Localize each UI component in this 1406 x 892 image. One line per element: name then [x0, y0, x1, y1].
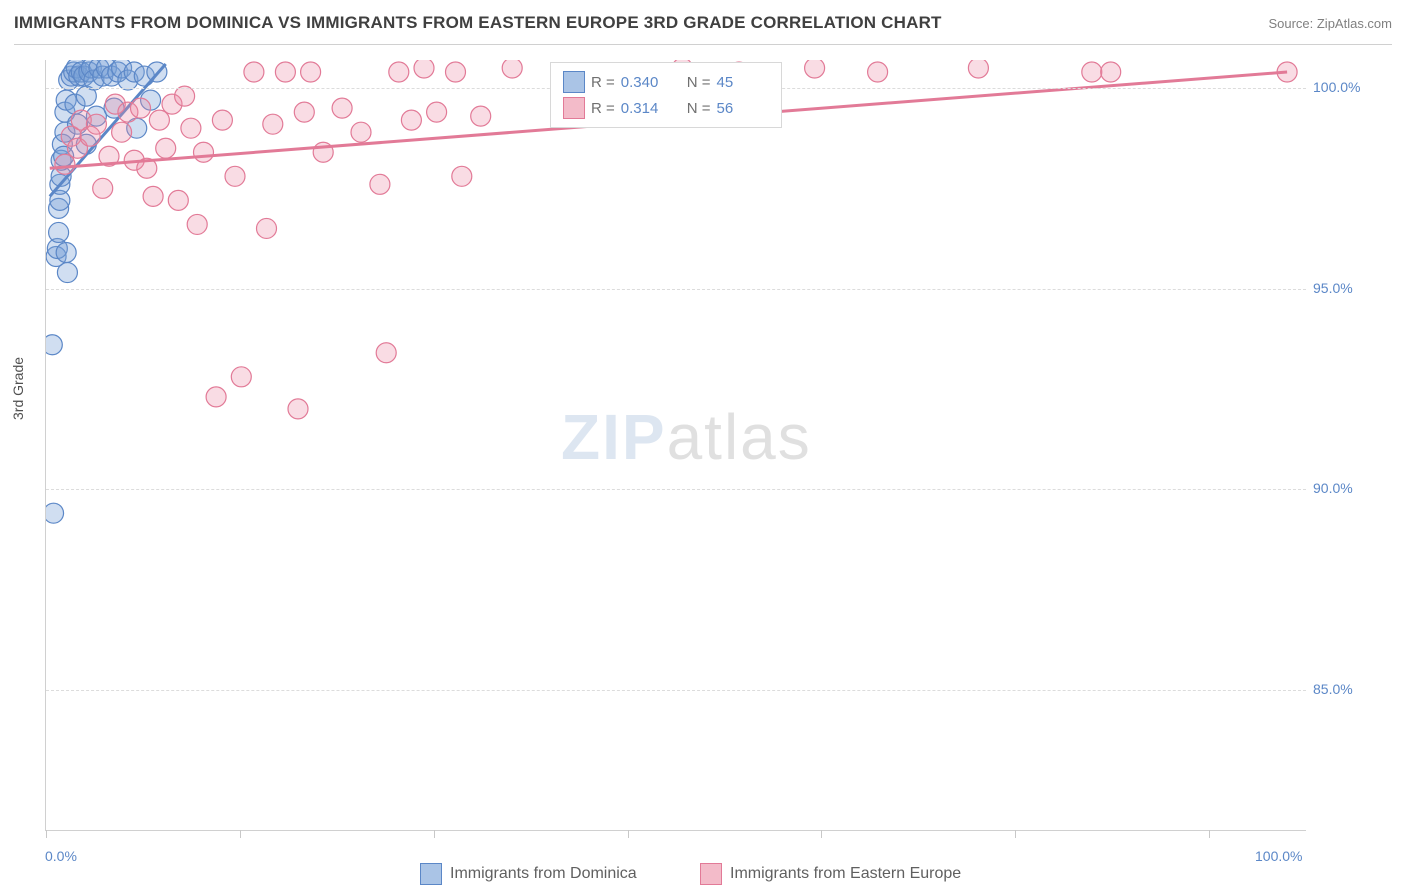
scatter-svg — [46, 60, 1306, 830]
scatter-point — [301, 62, 321, 82]
legend-n-label: N = — [687, 100, 711, 117]
chart-title: IMMIGRANTS FROM DOMINICA VS IMMIGRANTS F… — [14, 13, 942, 33]
scatter-point — [225, 166, 245, 186]
legend-n-label: N = — [687, 74, 711, 91]
scatter-point — [471, 106, 491, 126]
y-tick-label: 100.0% — [1313, 79, 1360, 95]
legend-swatch — [563, 71, 585, 93]
series-legend-item: Immigrants from Eastern Europe — [700, 863, 961, 885]
scatter-point — [401, 110, 421, 130]
x-tick-label: 0.0% — [45, 848, 77, 864]
scatter-point — [376, 343, 396, 363]
plot-area: ZIPatlas — [45, 60, 1306, 831]
scatter-point — [427, 102, 447, 122]
legend-swatch — [420, 863, 442, 885]
legend-swatch — [700, 863, 722, 885]
scatter-point — [294, 102, 314, 122]
scatter-point — [332, 98, 352, 118]
legend-r-value: 0.314 — [621, 100, 673, 117]
legend-r-value: 0.340 — [621, 74, 673, 91]
scatter-point — [131, 98, 151, 118]
scatter-point — [46, 503, 64, 523]
y-tick-label: 90.0% — [1313, 480, 1353, 496]
y-tick-label: 85.0% — [1313, 681, 1353, 697]
scatter-point — [56, 243, 76, 263]
scatter-point — [868, 62, 888, 82]
legend-row: R = 0.340 N = 45 — [563, 69, 769, 95]
scatter-point — [49, 222, 69, 242]
legend-n-value: 56 — [717, 100, 769, 117]
scatter-point — [149, 110, 169, 130]
scatter-point — [351, 122, 371, 142]
series-label: Immigrants from Eastern Europe — [730, 865, 961, 883]
scatter-point — [275, 62, 295, 82]
scatter-point — [446, 62, 466, 82]
scatter-point — [452, 166, 472, 186]
scatter-point — [46, 335, 62, 355]
scatter-point — [187, 214, 207, 234]
scatter-point — [1101, 62, 1121, 82]
scatter-point — [212, 110, 232, 130]
series-label: Immigrants from Dominica — [450, 865, 637, 883]
scatter-point — [389, 62, 409, 82]
x-tick — [1209, 830, 1210, 838]
x-tick — [434, 830, 435, 838]
scatter-point — [257, 218, 277, 238]
scatter-point — [168, 190, 188, 210]
scatter-point — [143, 186, 163, 206]
x-tick-label: 100.0% — [1255, 848, 1302, 864]
scatter-point — [805, 60, 825, 78]
scatter-point — [1082, 62, 1102, 82]
scatter-point — [55, 154, 75, 174]
legend-r-label: R = — [591, 100, 615, 117]
legend-row: R = 0.314 N = 56 — [563, 95, 769, 121]
scatter-point — [181, 118, 201, 138]
scatter-point — [156, 138, 176, 158]
x-tick — [46, 830, 47, 838]
chart-source: Source: ZipAtlas.com — [1268, 16, 1392, 31]
scatter-point — [93, 178, 113, 198]
scatter-point — [86, 114, 106, 134]
scatter-point — [502, 60, 522, 78]
legend-swatch — [563, 97, 585, 119]
y-tick-label: 95.0% — [1313, 280, 1353, 296]
gridline — [46, 690, 1306, 691]
legend-n-value: 45 — [717, 74, 769, 91]
series-legend-item: Immigrants from Dominica — [420, 863, 637, 885]
scatter-point — [370, 174, 390, 194]
scatter-point — [175, 86, 195, 106]
x-tick — [1015, 830, 1016, 838]
x-tick — [628, 830, 629, 838]
gridline — [46, 489, 1306, 490]
gridline — [46, 289, 1306, 290]
x-tick — [240, 830, 241, 838]
scatter-point — [57, 263, 77, 283]
scatter-point — [968, 60, 988, 78]
chart-header: IMMIGRANTS FROM DOMINICA VS IMMIGRANTS F… — [14, 8, 1392, 45]
scatter-point — [194, 142, 214, 162]
y-axis-title: 3rd Grade — [10, 357, 26, 420]
scatter-point — [231, 367, 251, 387]
scatter-point — [112, 122, 132, 142]
scatter-point — [288, 399, 308, 419]
correlation-legend: R = 0.340 N = 45 R = 0.314 N = 56 — [550, 62, 782, 128]
scatter-point — [414, 60, 434, 78]
x-tick — [821, 830, 822, 838]
scatter-point — [206, 387, 226, 407]
scatter-point — [244, 62, 264, 82]
scatter-point — [263, 114, 283, 134]
legend-r-label: R = — [591, 74, 615, 91]
